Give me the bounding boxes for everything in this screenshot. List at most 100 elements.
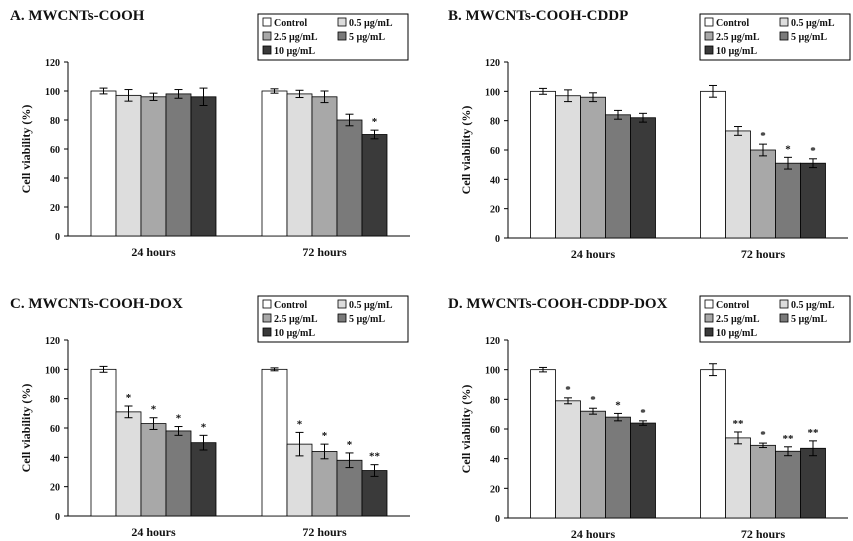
significance-mark: *	[760, 130, 766, 142]
y-tick-label: 120	[485, 336, 500, 347]
bar	[115, 94, 142, 237]
y-axis-label: Cell viability (%)	[19, 105, 33, 194]
significance-mark: *	[810, 145, 816, 157]
bar	[630, 422, 656, 519]
x-tick-label: 72 hours	[741, 247, 786, 261]
significance-mark: *	[590, 394, 596, 406]
chart-panel-c: C. MWCNTs-COOH-DOX Cell viability (%) 0 20 4…	[10, 295, 410, 539]
significance-mark: *	[176, 413, 182, 425]
legend: Control 0.5 µg/mL 2.5 µg/mL 5 µg/mL 10 µg/mL	[257, 13, 409, 61]
bar	[115, 411, 142, 517]
bar	[311, 96, 338, 237]
legend-label: 2.5 µg/mL	[716, 32, 760, 43]
significance-mark: *	[785, 143, 791, 155]
y-tick-label: 80	[50, 395, 60, 406]
legend-label: Control	[274, 18, 307, 29]
legend-label: 10 µg/mL	[274, 46, 315, 57]
legend-box	[257, 13, 409, 61]
legend-label: Control	[274, 300, 307, 311]
legend-label: 0.5 µg/mL	[791, 300, 835, 311]
y-tick-label: 60	[50, 145, 60, 156]
legend-swatch	[704, 327, 714, 337]
significance-mark: *	[151, 404, 157, 416]
significance-mark: *	[372, 116, 378, 128]
y-tick-label: 120	[485, 58, 500, 69]
y-tick-label: 20	[490, 205, 500, 216]
bar	[336, 119, 363, 237]
bar	[90, 90, 117, 237]
bar	[90, 368, 117, 517]
significance-mark: **	[733, 418, 745, 430]
significance-mark: *	[760, 429, 766, 441]
bar	[261, 90, 288, 237]
legend-label: Control	[716, 18, 749, 29]
bar	[800, 162, 826, 239]
y-tick-label: 20	[490, 484, 500, 495]
y-axis-label: Cell viability (%)	[459, 106, 473, 195]
legend-swatch	[262, 313, 272, 323]
significance-mark: *	[126, 392, 132, 404]
bar	[140, 423, 167, 517]
bar	[361, 134, 388, 237]
legend-swatch	[704, 313, 714, 323]
x-tick-label: 72 hours	[741, 527, 786, 541]
significance-mark: *	[565, 384, 571, 396]
significance-mark: **	[783, 433, 795, 445]
bar	[165, 430, 192, 517]
y-tick-label: 60	[490, 425, 500, 436]
bar	[775, 162, 801, 239]
y-tick-label: 100	[485, 366, 500, 377]
legend-swatch	[337, 313, 347, 323]
chart-title: A. MWCNTs-COOH	[10, 8, 145, 24]
legend-label: 10 µg/mL	[716, 46, 757, 57]
y-tick-label: 60	[50, 424, 60, 435]
legend-label: 0.5 µg/mL	[791, 18, 835, 29]
chart-panel-a: A. MWCNTs-COOH Cell viability (%) 0 20 40 60 8…	[10, 8, 410, 259]
x-tick-label: 72 hours	[302, 245, 347, 259]
legend-swatch	[779, 313, 789, 323]
x-tick-label: 24 hours	[571, 247, 616, 261]
legend-label: 5 µg/mL	[791, 314, 827, 325]
bar	[336, 459, 363, 517]
legend-swatch	[704, 299, 714, 309]
y-tick-label: 40	[50, 453, 60, 464]
y-tick-label: 100	[485, 87, 500, 98]
y-tick-label: 0	[55, 232, 60, 243]
legend-swatch	[262, 45, 272, 55]
x-tick-label: 24 hours	[571, 527, 616, 541]
y-tick-label: 80	[490, 117, 500, 128]
legend-box	[699, 295, 851, 343]
significance-mark: *	[322, 430, 328, 442]
bar	[750, 444, 776, 519]
legend-swatch	[262, 31, 272, 41]
legend-swatch	[262, 17, 272, 27]
legend-label: 2.5 µg/mL	[274, 32, 318, 43]
legend-box	[699, 13, 851, 61]
legend: Control 0.5 µg/mL 2.5 µg/mL 5 µg/mL 10 µg/mL	[699, 295, 851, 343]
bar	[190, 442, 217, 517]
bar	[725, 437, 751, 519]
bar	[630, 117, 656, 239]
bar	[700, 90, 726, 239]
y-tick-label: 60	[490, 146, 500, 157]
y-axis-label: Cell viability (%)	[19, 384, 33, 473]
chart-title: C. MWCNTs-COOH-DOX	[10, 296, 183, 312]
legend-label: 0.5 µg/mL	[349, 18, 393, 29]
legend-swatch	[337, 31, 347, 41]
legend-label: 2.5 µg/mL	[274, 314, 318, 325]
y-tick-label: 100	[45, 87, 60, 98]
bar	[190, 96, 217, 237]
legend-swatch	[779, 299, 789, 309]
bar	[286, 93, 313, 237]
y-tick-label: 20	[50, 483, 60, 494]
legend-swatch	[779, 31, 789, 41]
bar	[700, 369, 726, 519]
y-tick-label: 0	[55, 512, 60, 523]
y-tick-label: 120	[45, 58, 60, 69]
legend-swatch	[337, 299, 347, 309]
bar	[530, 369, 556, 519]
bar	[530, 90, 556, 239]
significance-mark: *	[615, 399, 621, 411]
legend-label: Control	[716, 300, 749, 311]
